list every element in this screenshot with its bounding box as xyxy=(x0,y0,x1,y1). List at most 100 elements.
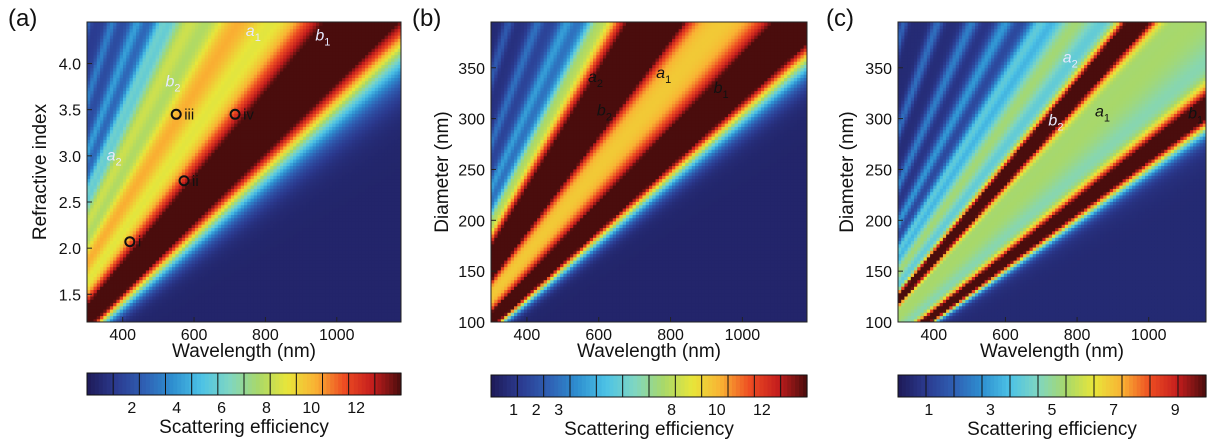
heatmap-cell xyxy=(240,110,245,114)
heatmap-cell xyxy=(198,194,203,199)
heatmap-cell xyxy=(257,67,261,72)
heatmap-cell xyxy=(119,61,124,65)
heatmap-cell xyxy=(208,282,212,287)
heatmap-cell xyxy=(162,233,167,238)
heatmap-cell xyxy=(188,83,193,88)
heatmap-cell xyxy=(240,67,245,72)
heatmap-cell xyxy=(188,247,193,251)
heatmap-cell xyxy=(208,61,212,65)
heatmap-cell xyxy=(217,211,222,215)
heatmap-cell xyxy=(109,201,114,206)
heatmap-cell xyxy=(240,273,245,277)
heatmap-cell xyxy=(119,292,124,297)
heatmap-cell xyxy=(136,305,140,310)
heatmap-cell xyxy=(257,299,261,304)
heatmap-cell xyxy=(113,110,118,114)
heatmap-cell xyxy=(260,256,265,261)
heatmap-cell xyxy=(119,35,124,39)
heatmap-cell xyxy=(211,217,216,222)
heatmap-cell xyxy=(175,155,180,160)
heatmap-cell xyxy=(185,48,189,52)
heatmap-cell xyxy=(122,194,127,199)
heatmap-cell xyxy=(142,312,147,317)
heatmap-cell xyxy=(116,299,121,304)
heatmap-cell xyxy=(201,80,206,85)
heatmap-cell xyxy=(224,240,229,245)
heatmap-cell xyxy=(90,282,95,287)
heatmap-cell xyxy=(149,266,154,271)
heatmap-cell xyxy=(204,207,209,212)
heatmap-cell xyxy=(230,175,235,180)
heatmap-cell xyxy=(191,80,196,85)
heatmap-cell xyxy=(100,224,104,229)
heatmap-cell xyxy=(100,289,104,294)
heatmap-cell xyxy=(178,41,183,46)
heatmap-cell xyxy=(162,276,167,281)
heatmap-cell xyxy=(119,136,124,140)
heatmap-cell xyxy=(230,253,235,258)
heatmap-cell xyxy=(96,31,101,36)
heatmap-cell xyxy=(126,106,131,111)
heatmap-cell xyxy=(155,70,160,75)
heatmap-cell xyxy=(109,172,114,176)
heatmap-cell xyxy=(211,142,216,147)
heatmap-cell xyxy=(260,158,265,163)
heatmap-cell xyxy=(155,83,160,88)
heatmap-cell xyxy=(191,201,196,206)
heatmap-cell xyxy=(100,168,104,173)
heatmap-cell xyxy=(103,172,108,176)
heatmap-cell xyxy=(96,152,101,157)
heatmap-cell xyxy=(142,158,147,163)
heatmap-cell xyxy=(250,178,255,183)
heatmap-cell xyxy=(214,97,219,101)
heatmap-cell xyxy=(132,74,137,79)
heatmap-cell xyxy=(165,181,170,186)
heatmap-cell xyxy=(87,70,91,75)
heatmap-cell xyxy=(240,83,245,88)
heatmap-cell xyxy=(162,207,167,212)
heatmap-cell xyxy=(106,126,111,131)
heatmap-cell xyxy=(227,54,232,59)
heatmap-cell xyxy=(175,77,180,82)
heatmap-cell xyxy=(172,100,176,105)
heatmap-cell xyxy=(90,64,95,69)
heatmap-cell xyxy=(116,250,121,255)
heatmap-cell xyxy=(240,100,245,105)
heatmap-cell xyxy=(132,142,137,147)
heatmap-cell xyxy=(87,83,91,88)
heatmap-cell xyxy=(158,80,163,85)
heatmap-cell xyxy=(122,28,127,33)
heatmap-cell xyxy=(155,165,160,170)
heatmap-cell xyxy=(217,286,222,290)
heatmap-cell xyxy=(247,38,252,43)
heatmap-cell xyxy=(221,305,225,310)
heatmap-cell xyxy=(237,217,242,222)
heatmap-cell xyxy=(234,155,239,160)
heatmap-cell xyxy=(155,240,160,245)
heatmap-cell xyxy=(214,273,219,277)
heatmap-cell xyxy=(224,67,229,72)
heatmap-cell xyxy=(90,230,95,235)
heatmap-cell xyxy=(129,149,134,154)
heatmap-cell xyxy=(230,172,235,176)
heatmap-cell xyxy=(103,35,108,39)
heatmap-cell xyxy=(214,315,219,320)
heatmap-cell xyxy=(136,279,140,284)
heatmap-cell xyxy=(168,198,173,202)
heatmap-cell xyxy=(260,54,265,59)
heatmap-cell xyxy=(234,162,239,167)
heatmap-cell xyxy=(234,282,239,287)
heatmap-cell xyxy=(116,123,121,127)
heatmap-cell xyxy=(142,198,147,202)
heatmap-cell xyxy=(139,250,144,255)
heatmap-cell xyxy=(165,152,170,157)
heatmap-cell xyxy=(230,152,235,157)
heatmap-cell xyxy=(162,198,167,202)
heatmap-cell xyxy=(113,305,118,310)
heatmap-cell xyxy=(136,54,140,59)
heatmap-cell xyxy=(201,188,206,193)
heatmap-cell xyxy=(122,211,127,215)
heatmap-cell xyxy=(178,211,183,215)
heatmap-cell xyxy=(129,145,134,150)
heatmap-cell xyxy=(113,230,118,235)
